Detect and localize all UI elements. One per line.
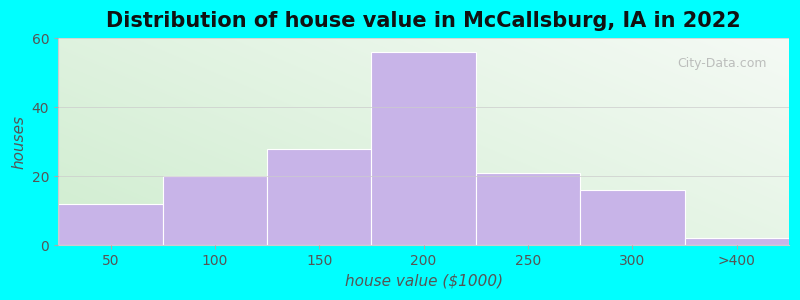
Y-axis label: houses: houses bbox=[11, 115, 26, 169]
Bar bbox=[371, 52, 476, 245]
Bar bbox=[476, 173, 580, 245]
Text: City-Data.com: City-Data.com bbox=[678, 57, 767, 70]
Title: Distribution of house value in McCallsburg, IA in 2022: Distribution of house value in McCallsbu… bbox=[106, 11, 741, 31]
Bar bbox=[580, 190, 685, 245]
X-axis label: house value ($1000): house value ($1000) bbox=[345, 274, 502, 289]
Bar bbox=[162, 176, 267, 245]
Bar bbox=[267, 149, 371, 245]
Bar bbox=[58, 204, 162, 245]
Bar bbox=[685, 238, 789, 245]
